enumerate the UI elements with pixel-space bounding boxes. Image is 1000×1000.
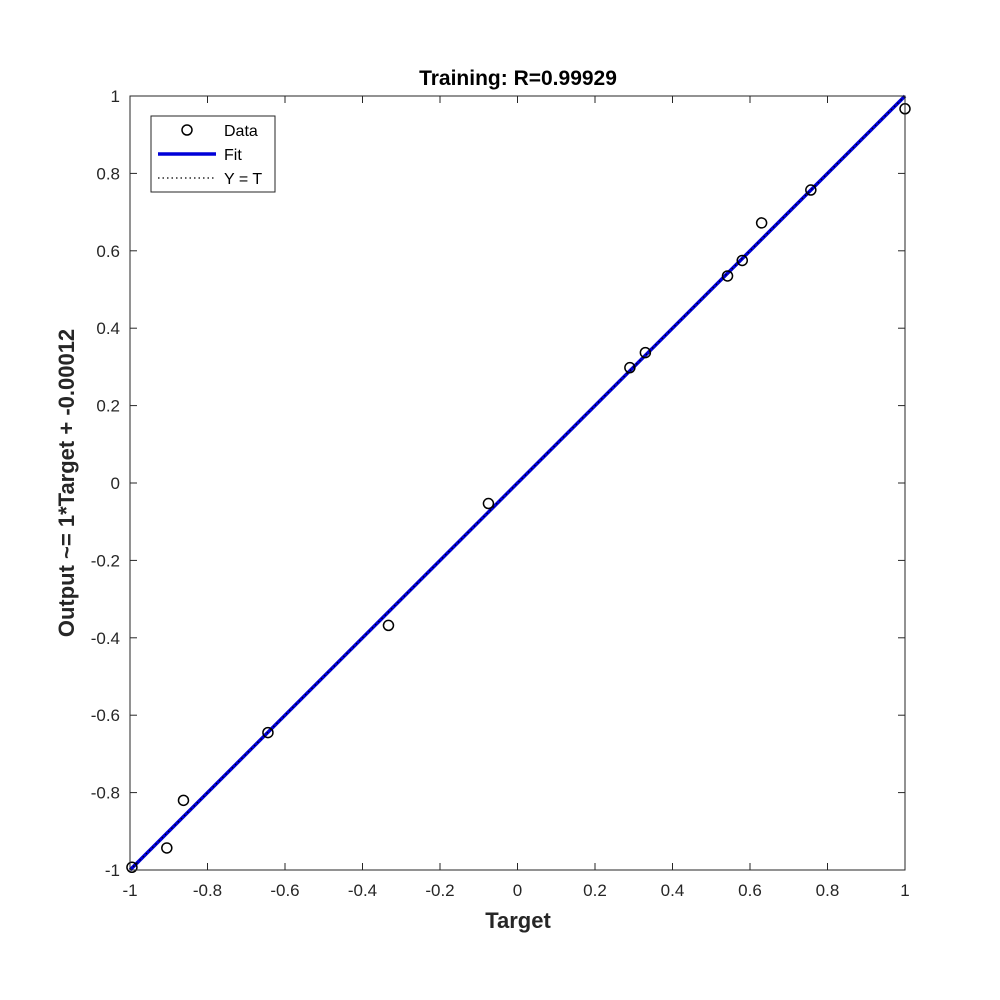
x-tick-label: -1 [122, 881, 137, 900]
x-tick-label: 0.4 [661, 881, 685, 900]
y-tick-label: 0.8 [96, 164, 120, 183]
legend-fit-label: Fit [224, 147, 242, 164]
x-tick-label: -0.4 [348, 881, 377, 900]
y-tick-label: 1 [111, 87, 120, 106]
plot-frame [129, 95, 906, 871]
plot-content [126, 94, 911, 874]
x-tick-label: -0.6 [270, 881, 299, 900]
legend-data-label: Data [224, 123, 258, 140]
x-tick-label: -0.2 [425, 881, 454, 900]
x-tick-label: 0.2 [583, 881, 607, 900]
y-tick-label: 0.2 [96, 397, 120, 416]
y-tick-label: -1 [105, 861, 120, 880]
y-axis-label: Output ~= 1*Target + -0.00012 [54, 329, 79, 637]
x-tick-label: 1 [900, 881, 909, 900]
y-tick-label: 0.6 [96, 242, 120, 261]
data-point [755, 217, 768, 229]
data-point [721, 270, 734, 282]
x-tick-label: 0.8 [816, 881, 840, 900]
y-tick-label: 0 [111, 474, 120, 493]
data-point [624, 361, 636, 374]
x-tick-label: -0.8 [193, 881, 222, 900]
data-point [161, 842, 173, 854]
data-point [262, 726, 274, 739]
legend: Data Fit Y = T [150, 115, 276, 193]
legend-data-marker [181, 124, 193, 136]
data-point [639, 346, 652, 359]
legend-yt-label: Y = T [224, 171, 262, 188]
data-point [482, 497, 495, 510]
y-tick-label: -0.8 [91, 784, 120, 803]
data-point [382, 619, 395, 632]
y-tick-label: 0.4 [96, 319, 120, 338]
data-point [177, 794, 190, 807]
y-tick-label: -0.2 [91, 551, 120, 570]
data-point [805, 184, 817, 196]
data-point [736, 254, 748, 267]
y-tick-label: -0.6 [91, 706, 120, 725]
data-point [126, 861, 138, 874]
x-tick-label: 0 [513, 881, 522, 900]
y-tick-label: -0.4 [91, 629, 120, 648]
tick-labels: -1 -0.8 -0.6 -0.4 -0.2 0 0.2 0.4 0.6 0.8 1 -1 -0.8 -0… [91, 87, 910, 900]
x-tick-label: 0.6 [738, 881, 762, 900]
fit-line [128, 94, 907, 872]
x-axis-label: Target [485, 908, 551, 933]
chart-title: Training: R=0.99929 [419, 67, 617, 90]
